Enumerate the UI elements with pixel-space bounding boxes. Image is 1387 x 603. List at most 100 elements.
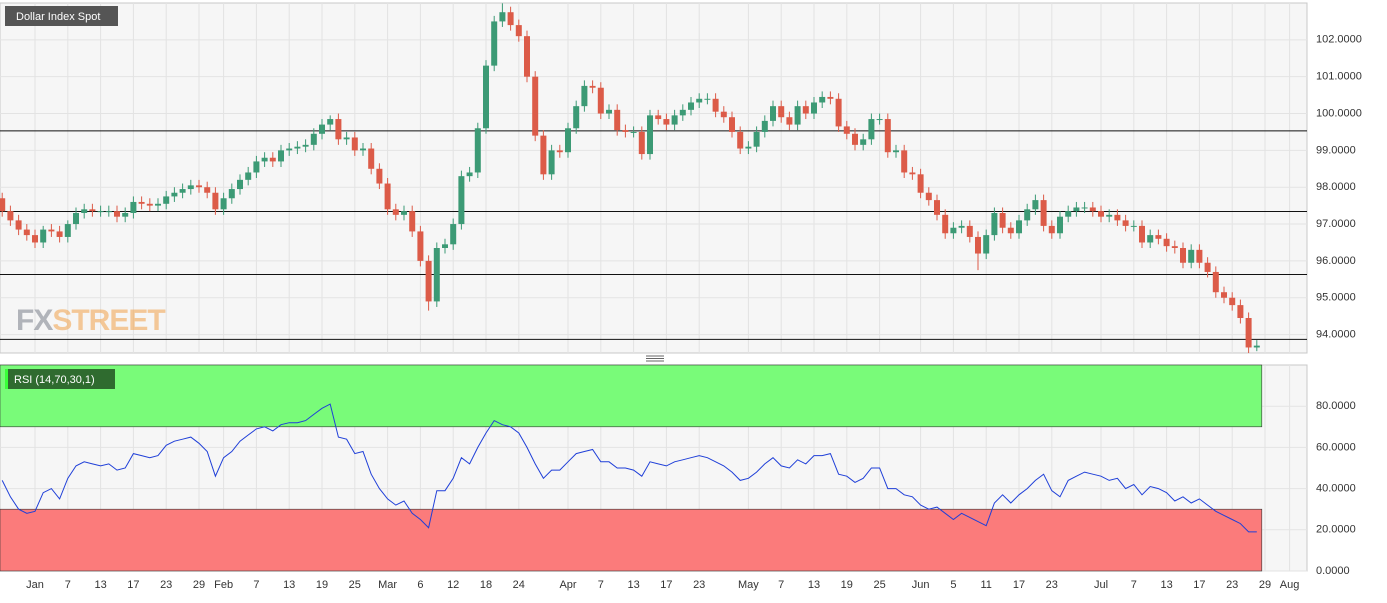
y-tick-label: 100.0000 xyxy=(1316,107,1362,119)
candle-body xyxy=(712,98,719,112)
x-tick-label: 13 xyxy=(283,579,295,591)
x-tick-label: May xyxy=(738,579,759,591)
rsi-y-tick-label: 20.0000 xyxy=(1316,524,1356,536)
candle-body xyxy=(1114,214,1121,221)
candle-body xyxy=(360,148,366,151)
overbought-zone xyxy=(0,364,1263,428)
candle-body xyxy=(122,213,129,217)
candle-body xyxy=(442,244,448,248)
x-tick-label: 17 xyxy=(1193,579,1205,591)
y-tick-label: 97.0000 xyxy=(1316,218,1356,230)
candle-body xyxy=(261,157,268,162)
candle-body xyxy=(778,106,785,118)
candle-body xyxy=(991,213,998,236)
candle-body xyxy=(573,106,580,129)
x-tick-label: 23 xyxy=(1226,579,1238,591)
candle-body xyxy=(81,209,88,213)
candle-body xyxy=(909,172,916,175)
candle-body xyxy=(794,106,801,125)
candle-body xyxy=(925,192,932,201)
x-tick-label: Feb xyxy=(214,579,233,591)
candle-body xyxy=(7,211,14,221)
candle-body xyxy=(983,235,990,254)
candle-body xyxy=(917,174,924,193)
rsi-label-accent xyxy=(5,369,8,389)
candle-body xyxy=(56,231,63,237)
x-tick-label: 6 xyxy=(417,579,423,591)
candle-body xyxy=(1073,207,1080,212)
candle-body xyxy=(1024,209,1031,221)
x-tick-label: 7 xyxy=(253,579,259,591)
candle-body xyxy=(269,157,276,162)
candle-body xyxy=(343,137,350,140)
candle-body xyxy=(1032,200,1039,210)
x-tick-label: 7 xyxy=(778,579,784,591)
candle-body xyxy=(499,12,506,22)
x-tick-label: Aug xyxy=(1280,579,1300,591)
x-tick-label: 12 xyxy=(447,579,459,591)
candle-body xyxy=(105,211,112,213)
candle-body xyxy=(1081,207,1088,209)
candle-body xyxy=(679,109,686,116)
x-tick-label: 13 xyxy=(627,579,639,591)
candle-body xyxy=(753,131,760,147)
candle-body xyxy=(425,260,432,302)
candle-body xyxy=(843,126,850,134)
candle-body xyxy=(245,172,252,180)
candle-body xyxy=(688,102,694,110)
x-tick-label: 18 xyxy=(480,579,492,591)
candle-body xyxy=(146,203,153,206)
marks xyxy=(0,3,1307,572)
candle-body xyxy=(409,211,416,232)
candle-body xyxy=(515,25,522,37)
candle-body xyxy=(23,229,30,236)
candle-body xyxy=(852,133,858,145)
candle-body xyxy=(97,211,104,213)
candle-body xyxy=(130,201,137,213)
price-panel xyxy=(0,2,1308,354)
candle-body xyxy=(1237,305,1244,318)
candle-body xyxy=(138,201,145,204)
x-tick-label: 17 xyxy=(127,579,139,591)
x-tick-label: Mar xyxy=(378,579,397,591)
candle-body xyxy=(310,133,317,145)
candle-body xyxy=(1253,345,1260,348)
candle-body xyxy=(819,96,826,103)
chart-title: Dollar Index Spot xyxy=(16,11,100,23)
candle-body xyxy=(212,192,219,210)
x-tick-label: 7 xyxy=(1131,579,1137,591)
y-tick-label: 98.0000 xyxy=(1316,181,1356,193)
x-tick-label: 7 xyxy=(598,579,604,591)
candle-body xyxy=(155,203,161,206)
candle-body xyxy=(671,115,678,125)
candle-body xyxy=(220,198,227,210)
candle-body xyxy=(204,187,211,193)
y-tick-label: 96.0000 xyxy=(1316,255,1356,267)
candle-body xyxy=(114,211,120,217)
candle-body xyxy=(835,98,842,127)
candle-body xyxy=(294,146,301,149)
rsi-label-box xyxy=(5,369,115,389)
candle-body xyxy=(64,224,71,237)
candle-body xyxy=(868,119,875,140)
candle-body xyxy=(729,117,735,132)
candle-body xyxy=(1155,235,1162,239)
x-tick-label: 17 xyxy=(660,579,672,591)
panel-divider-grip xyxy=(646,355,664,362)
candle-body xyxy=(565,128,571,153)
candle-body xyxy=(1098,211,1104,217)
candle-body xyxy=(179,189,186,193)
y-tick-label: 102.0000 xyxy=(1316,34,1362,46)
rsi-label: RSI (14,70,30,1) xyxy=(14,374,95,386)
candle-body xyxy=(950,227,957,234)
candle-body xyxy=(745,146,752,149)
rsi-y-tick-label: 40.0000 xyxy=(1316,483,1356,495)
candle-body xyxy=(802,106,809,114)
candle-body xyxy=(237,179,243,190)
x-tick-label: 19 xyxy=(841,579,853,591)
x-tick-label: 13 xyxy=(808,579,820,591)
candle-body xyxy=(827,96,834,99)
candle-body xyxy=(696,98,703,103)
